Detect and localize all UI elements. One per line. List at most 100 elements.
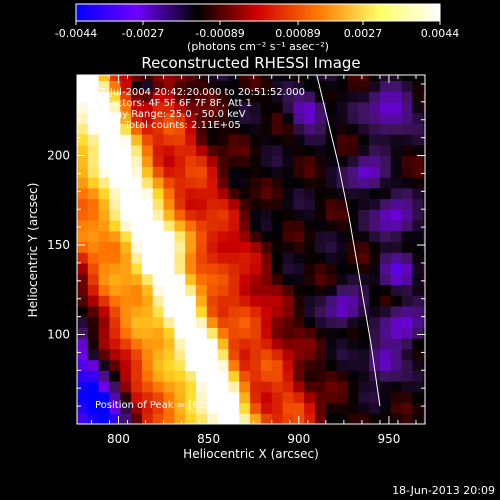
heatmap-cell <box>347 413 359 424</box>
heatmap-cell <box>401 370 413 382</box>
heatmap-cell <box>174 305 186 318</box>
heatmap-cell <box>369 295 381 307</box>
heatmap-cell <box>293 273 305 285</box>
heatmap-cell <box>174 91 186 103</box>
heatmap-cell <box>401 327 413 339</box>
heatmap-cell <box>250 144 262 157</box>
heatmap-cell <box>120 284 132 296</box>
heatmap-cell <box>423 187 425 200</box>
heatmap-cell <box>217 209 230 221</box>
heatmap-cell <box>152 91 165 103</box>
heatmap-cell <box>325 241 338 253</box>
heatmap-cell <box>250 316 262 328</box>
heatmap-cell <box>315 101 327 114</box>
heatmap-cell <box>369 91 381 103</box>
heatmap-cell <box>206 75 219 81</box>
heatmap-cell <box>206 241 219 253</box>
heatmap-cell <box>412 327 424 339</box>
heatmap-cell <box>390 402 403 414</box>
heatmap-cell <box>293 187 305 200</box>
heatmap-cell <box>196 284 208 296</box>
heatmap-cell <box>390 381 403 393</box>
heatmap-cell <box>196 80 208 92</box>
heatmap-cell <box>228 155 240 167</box>
heatmap-cell <box>282 75 294 81</box>
heatmap-cell <box>131 252 143 264</box>
heatmap-cell <box>250 75 262 81</box>
heatmap-cell <box>358 134 370 146</box>
heatmap-cell <box>141 327 154 339</box>
heatmap-cell <box>304 198 316 210</box>
heatmap-cell <box>174 338 186 350</box>
heatmap-cell <box>163 177 175 189</box>
heatmap-cell <box>131 316 143 328</box>
heatmap-cell <box>77 155 89 167</box>
heatmap-cell <box>206 80 219 92</box>
heatmap-cell <box>174 155 186 167</box>
heatmap-cell <box>206 177 219 189</box>
heatmap-cell <box>369 381 381 393</box>
heatmap-cell <box>141 230 154 243</box>
heatmap-cell <box>315 123 327 135</box>
heatmap-cell <box>120 80 132 92</box>
heatmap-cell <box>412 187 424 200</box>
heatmap-cell <box>390 219 403 232</box>
heatmap-cell <box>315 177 327 189</box>
heatmap-cell <box>250 305 262 318</box>
heatmap-cell <box>185 338 197 350</box>
heatmap-cell <box>131 348 143 361</box>
heatmap-cell <box>163 327 175 339</box>
heatmap-cell <box>293 338 305 350</box>
heatmap-cell <box>282 402 294 414</box>
heatmap-cell <box>325 91 338 103</box>
heatmap-cell <box>131 262 143 275</box>
heatmap-cell <box>141 187 154 200</box>
heatmap-cell <box>315 338 327 350</box>
heatmap-cell <box>217 75 230 81</box>
heatmap-cell <box>401 241 413 253</box>
heatmap-cell <box>87 391 100 404</box>
heatmap-cell <box>347 327 359 339</box>
heatmap-cell <box>336 241 349 253</box>
heatmap-cell <box>174 241 186 253</box>
heatmap-cell <box>77 123 89 135</box>
heatmap-cell <box>358 241 370 253</box>
heatmap-cell <box>293 370 305 382</box>
heatmap-cell <box>358 177 370 189</box>
heatmap-cell <box>358 402 370 414</box>
heatmap-cell <box>185 123 197 135</box>
heatmap-cell <box>325 413 338 424</box>
heatmap-cell <box>163 166 175 178</box>
heatmap-cell <box>282 316 294 328</box>
heatmap-cell <box>120 144 132 157</box>
heatmap-cell <box>293 91 305 103</box>
heatmap-cell <box>196 241 208 253</box>
heatmap-cell <box>325 402 338 414</box>
heatmap-cell <box>282 155 294 167</box>
heatmap-cell <box>120 209 132 221</box>
heatmap-cell <box>401 295 413 307</box>
heatmap-cell <box>390 209 403 221</box>
colorbar-tick-label: -0.0044 <box>55 27 97 40</box>
heatmap-cell <box>131 305 143 318</box>
heatmap-cell <box>120 91 132 103</box>
heatmap-cell <box>379 262 392 275</box>
heatmap-cell <box>401 123 413 135</box>
heatmap-cell <box>304 80 316 92</box>
heatmap-cell <box>163 209 175 221</box>
heatmap-cell <box>293 198 305 210</box>
heatmap-cell <box>109 391 121 404</box>
heatmap-cell <box>401 305 413 318</box>
heatmap-cell <box>141 166 154 178</box>
heatmap-cell <box>141 155 154 167</box>
heatmap-cell <box>217 370 230 382</box>
heatmap-cell <box>358 273 370 285</box>
heatmap-cell <box>228 262 240 275</box>
heatmap-cell <box>423 166 425 178</box>
heatmap-cell <box>250 134 262 146</box>
heatmap-cell <box>196 209 208 221</box>
heatmap-cell <box>174 101 186 114</box>
heatmap-cell <box>401 338 413 350</box>
heatmap-cell <box>239 262 251 275</box>
heatmap-cell <box>304 134 316 146</box>
